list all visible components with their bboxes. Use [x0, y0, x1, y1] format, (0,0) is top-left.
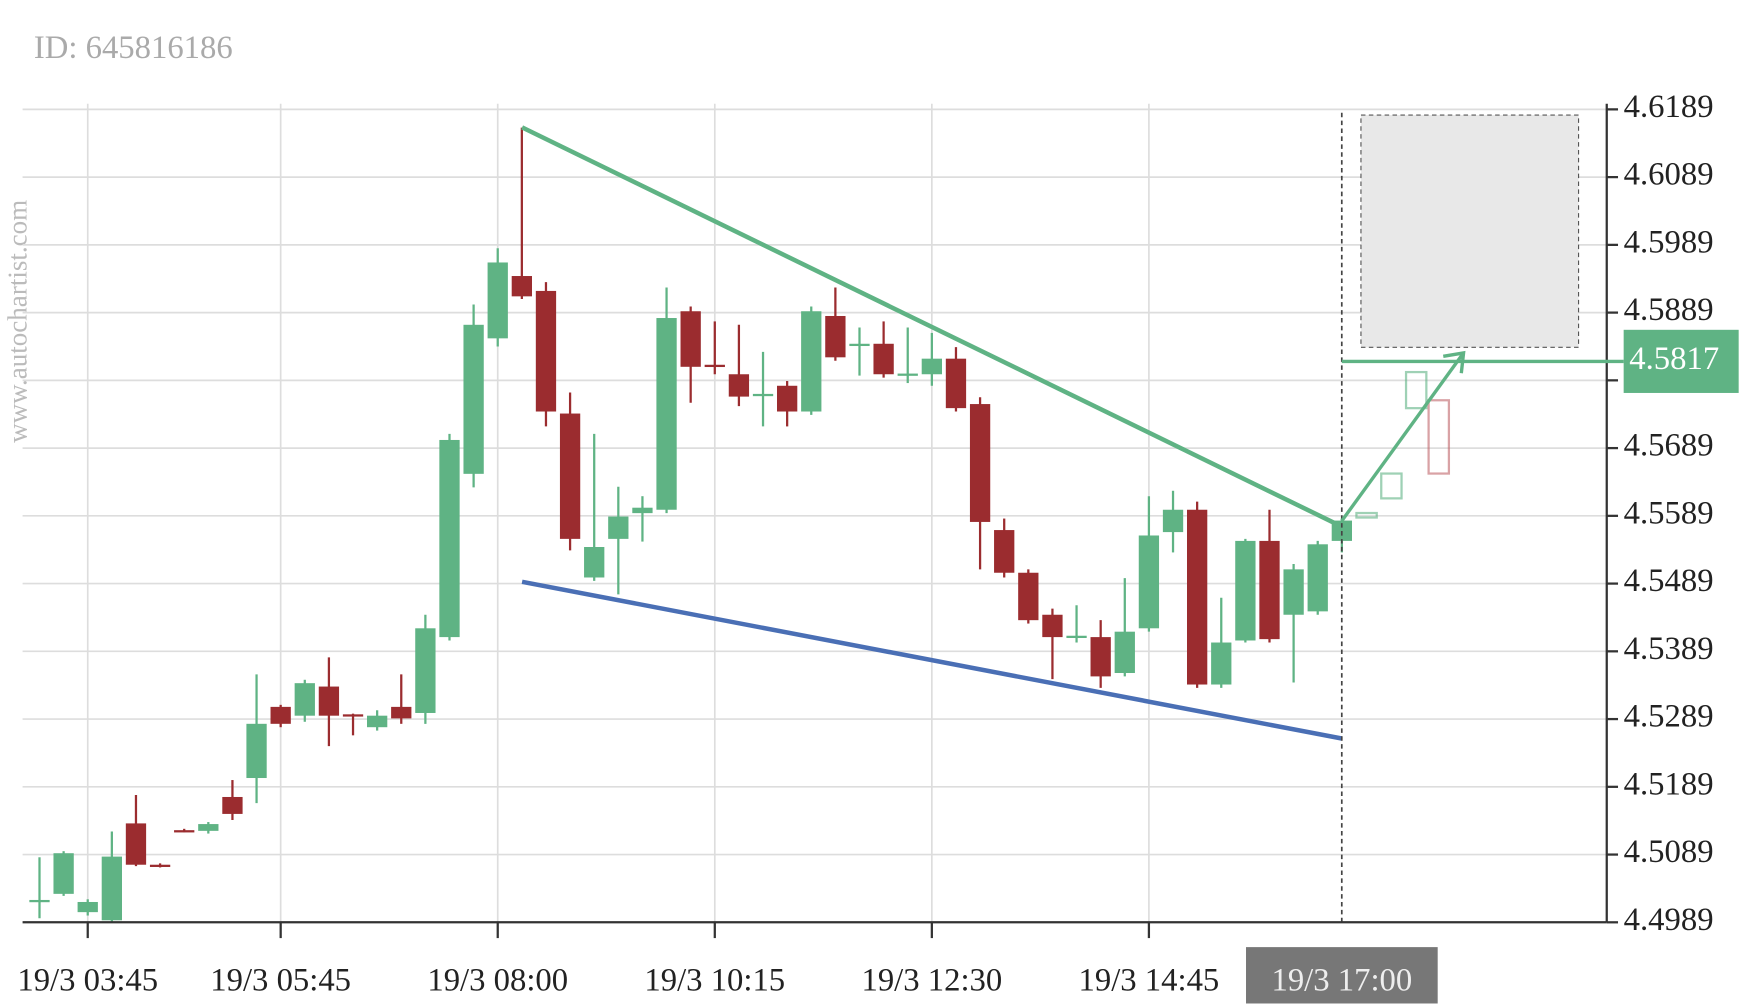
- candle-body: [728, 374, 750, 397]
- candle-body: [318, 686, 340, 716]
- candle-body: [1114, 631, 1135, 674]
- x-tick-label: 19/3 14:45: [1079, 963, 1220, 999]
- support-line: [521, 579, 1343, 741]
- y-tick-label: 4.5389: [1624, 631, 1714, 667]
- candle-body: [945, 358, 967, 409]
- y-tick-label: 4.5489: [1624, 563, 1714, 599]
- candle-body: [366, 715, 388, 728]
- target-zone: [1360, 114, 1580, 348]
- candle-body: [704, 364, 725, 368]
- candle-body: [439, 439, 460, 638]
- candle-body: [535, 290, 557, 412]
- target-label-box: [1623, 329, 1739, 393]
- arrow-head: [1442, 350, 1466, 374]
- candle-body: [994, 530, 1015, 573]
- candle-body: [1283, 569, 1304, 615]
- candle-body: [53, 853, 74, 894]
- x-tick-label: 19/3 03:45: [17, 963, 158, 999]
- candle-body: [1307, 544, 1328, 612]
- candle-body: [149, 864, 171, 867]
- candle-body: [632, 507, 653, 514]
- candle-body: [776, 385, 798, 412]
- candle-body: [222, 796, 243, 814]
- candle-body: [656, 318, 677, 510]
- forecast-candle: [1380, 472, 1403, 500]
- candle-body: [752, 393, 774, 397]
- y-tick-label: 4.6089: [1624, 157, 1714, 193]
- y-tick-label: 4.5189: [1624, 766, 1714, 802]
- candle-body: [849, 343, 870, 347]
- watermark: www.autochartist.com: [3, 200, 33, 443]
- y-tick-label: 4.5089: [1624, 834, 1714, 870]
- candle-body: [897, 373, 918, 376]
- overlay: 4.5817: [1340, 329, 1739, 522]
- chart-id: ID: 645816186: [34, 30, 233, 66]
- x-tick-label: 19/3 17:00: [1271, 963, 1412, 999]
- y-tick-label: 4.5689: [1624, 428, 1714, 464]
- candle-body: [1235, 540, 1256, 641]
- candle-body: [1162, 509, 1184, 533]
- candle-body: [342, 714, 364, 717]
- candle-body: [294, 683, 315, 716]
- x-highlight-box: [1246, 947, 1438, 1004]
- candle-body: [415, 628, 436, 713]
- candle-body: [101, 856, 123, 921]
- candle-body: [511, 276, 532, 297]
- x-tick-label: 19/3 12:30: [861, 963, 1002, 999]
- candle-body: [1259, 540, 1280, 640]
- candles: [29, 127, 1352, 922]
- candle-body: [391, 706, 412, 719]
- y-tick-label: 4.4989: [1624, 902, 1714, 938]
- x-tick-label: 19/3 10:15: [644, 963, 785, 999]
- candle-body: [1211, 642, 1232, 685]
- y-tick-label: 4.6189: [1624, 89, 1714, 125]
- candle-body: [584, 547, 605, 578]
- y-tick-label: 4.5989: [1624, 224, 1714, 260]
- candle-body: [77, 901, 98, 913]
- candle-body: [174, 830, 195, 833]
- y-tick-label: 4.5589: [1624, 495, 1714, 531]
- candle-body: [1090, 637, 1111, 677]
- candle-body: [1018, 572, 1039, 621]
- candle-body: [873, 343, 894, 375]
- candle-body: [1186, 509, 1208, 685]
- candle-body: [1042, 614, 1063, 638]
- candle-body: [608, 516, 629, 539]
- target-label: 4.5817: [1629, 341, 1719, 377]
- forecast-candles: [1355, 370, 1451, 519]
- candle-body: [1066, 635, 1087, 639]
- candle-body: [559, 413, 581, 539]
- candle-body: [487, 262, 508, 339]
- candle-body: [825, 315, 846, 358]
- x-tick-label: 19/3 05:45: [210, 963, 351, 999]
- x-tick-label: 19/3 08:00: [427, 963, 568, 999]
- candle-body: [270, 706, 291, 724]
- candle-body: [921, 358, 942, 375]
- forecast-arrow: [1340, 351, 1465, 522]
- candle-body: [125, 823, 147, 865]
- candle-body: [198, 824, 219, 831]
- forecast-candle: [1404, 370, 1428, 410]
- forecast-candle: [1427, 399, 1451, 475]
- grid: [22, 103, 1607, 924]
- candle-body: [680, 311, 701, 367]
- candle-body: [969, 404, 991, 522]
- candle-body: [463, 324, 484, 474]
- candle-body: [801, 311, 822, 412]
- candle-body: [1138, 535, 1160, 629]
- y-tick-label: 4.5889: [1624, 292, 1714, 328]
- candle-body: [29, 899, 50, 903]
- candle-body: [246, 723, 267, 779]
- resistance-line: [521, 125, 1343, 529]
- y-tick-label: 4.5289: [1624, 699, 1714, 735]
- forecast-candle: [1355, 511, 1378, 519]
